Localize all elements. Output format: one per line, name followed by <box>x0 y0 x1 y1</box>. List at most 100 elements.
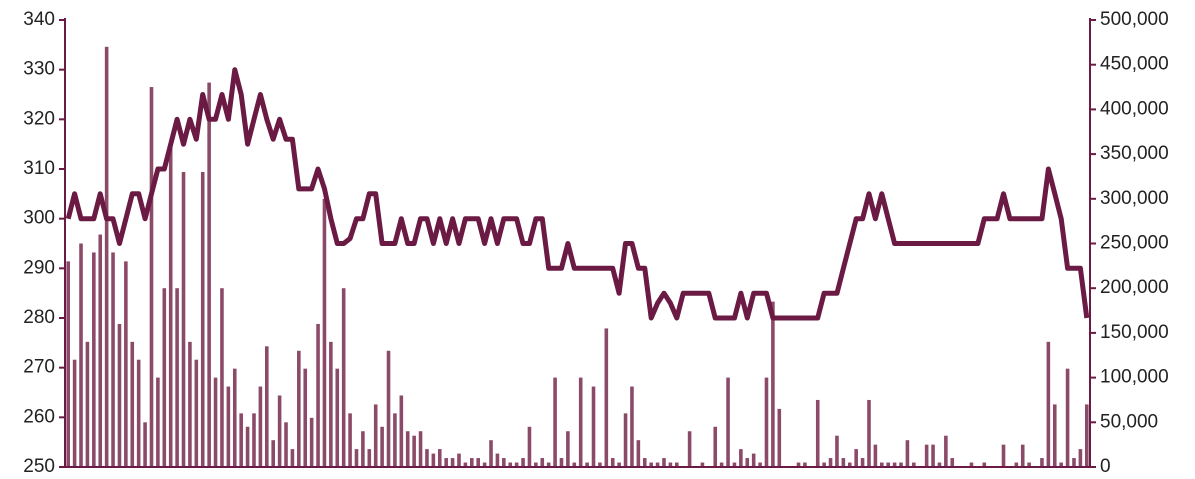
volume-bar <box>553 377 557 467</box>
volume-bar <box>950 458 955 467</box>
volume-bar <box>1020 444 1025 467</box>
volume-bar <box>739 449 743 467</box>
volume-bar <box>1059 462 1063 467</box>
y-tick-label: 320 <box>23 108 55 129</box>
volume-bar <box>463 462 468 467</box>
volume-bar <box>482 462 487 467</box>
volume-bar <box>892 462 897 467</box>
volume-bar <box>719 462 724 467</box>
volume-bar <box>386 350 391 467</box>
volume-bar <box>860 458 865 467</box>
volume-bar <box>944 435 948 467</box>
volume-bar <box>546 462 551 467</box>
volume-bar <box>309 417 314 467</box>
volume-bar <box>92 252 96 467</box>
volume-bar <box>213 377 218 467</box>
volume-bar <box>1027 462 1031 467</box>
volume-bar <box>771 301 775 467</box>
volume-bar <box>207 82 211 467</box>
volume-bar <box>1065 368 1070 467</box>
volume-bar <box>373 404 378 467</box>
volume-bar <box>79 243 83 467</box>
volume-bar <box>969 462 974 467</box>
volume-bar <box>156 377 160 467</box>
volume-bar <box>521 458 525 467</box>
volume-bar <box>489 440 493 467</box>
y2-tick-label: 500,000 <box>1100 9 1169 30</box>
volume-bar <box>341 288 346 467</box>
volume-bar <box>252 413 256 467</box>
y2-tick-label: 100,000 <box>1100 367 1169 388</box>
y2-tick-label: 250,000 <box>1100 233 1169 254</box>
y-tick-label: 300 <box>23 208 55 229</box>
volume-bar <box>143 422 147 467</box>
volume-bar <box>303 368 308 467</box>
volume-bar <box>662 458 666 467</box>
volume-bar <box>617 462 621 467</box>
volume-bar <box>540 458 545 467</box>
volume-bar <box>502 458 506 467</box>
volume-bar <box>290 449 295 467</box>
volume-bar <box>905 440 910 467</box>
volume-bar <box>393 413 397 467</box>
volume-bar <box>437 449 442 467</box>
volume-bar <box>514 462 519 467</box>
volume-bar <box>610 458 615 467</box>
y-tick-label: 250 <box>23 456 55 477</box>
volume-bar <box>258 386 263 467</box>
price-line <box>65 67 1090 321</box>
volume-bar <box>1072 458 1076 467</box>
volume-bar <box>104 46 109 467</box>
volume-bar <box>245 426 250 467</box>
y2-tick-label: 400,000 <box>1100 98 1169 119</box>
volume-bar <box>85 341 90 467</box>
volume-bar <box>566 431 570 467</box>
volume-bar <box>508 462 513 467</box>
volume-bar <box>322 198 327 468</box>
volume-bar <box>924 444 929 467</box>
volume-bar <box>982 462 987 467</box>
volume-bar <box>751 453 756 467</box>
y-tick-label: 280 <box>23 307 55 328</box>
volume-bar <box>220 288 224 467</box>
volume-bar <box>168 145 173 467</box>
y-tick-label: 340 <box>23 9 55 30</box>
volume-bar <box>726 377 730 467</box>
volume-bar <box>354 449 359 467</box>
volume-bar <box>578 377 583 467</box>
y2-tick-label: 350,000 <box>1100 143 1169 164</box>
volume-bar <box>316 323 320 467</box>
volume-bar <box>380 426 384 467</box>
volume-bar <box>162 288 167 467</box>
volume-bar <box>534 462 538 467</box>
volume-bar <box>931 444 935 467</box>
y2-tick-label: 300,000 <box>1100 188 1169 209</box>
volume-bar <box>271 440 275 467</box>
y2-tick-label: 0 <box>1100 456 1111 477</box>
volume-bar <box>444 458 448 467</box>
y-tick-label: 330 <box>23 59 55 80</box>
volume-bar <box>758 462 762 467</box>
volume-bar <box>367 449 372 467</box>
volume-bar <box>828 458 833 467</box>
volume-bar <box>72 359 77 467</box>
volume-bar <box>675 462 679 467</box>
volume-bar <box>841 458 846 467</box>
y-tick-label: 310 <box>23 158 55 179</box>
volume-bar <box>642 458 647 467</box>
volume-bar <box>226 386 231 467</box>
y2-tick-label: 150,000 <box>1100 322 1169 343</box>
volume-bar <box>136 359 141 467</box>
volume-bar <box>630 386 634 467</box>
volume-bar <box>335 368 340 467</box>
volume-bar <box>572 462 577 467</box>
volume-bar <box>265 346 269 467</box>
volume-bar <box>867 399 871 467</box>
volume-bar <box>559 458 564 467</box>
volume-bar <box>623 413 628 467</box>
volume-bar <box>873 444 878 467</box>
volume-bar <box>687 431 692 467</box>
volume-bar <box>405 431 410 467</box>
volume-bar <box>476 458 480 467</box>
